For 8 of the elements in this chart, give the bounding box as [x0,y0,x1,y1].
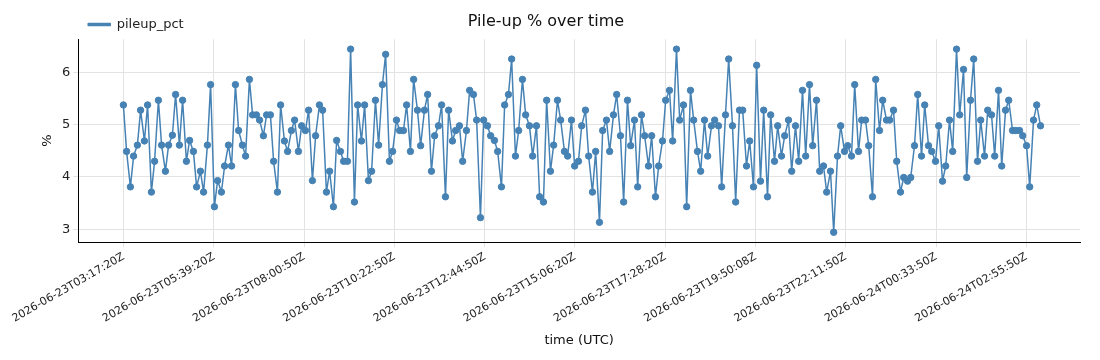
y-tick-label: 3 [61,220,71,236]
y-tick-label: 5 [61,116,71,132]
y-axis-title: % [38,134,54,147]
chart-title: Pile-up % over time [467,10,625,30]
y-tick-label: 6 [61,63,71,79]
y-tick-label: 4 [61,168,71,184]
x-axis-title: time (UTC) [544,331,614,347]
legend-label: pileup_pct [116,15,184,31]
